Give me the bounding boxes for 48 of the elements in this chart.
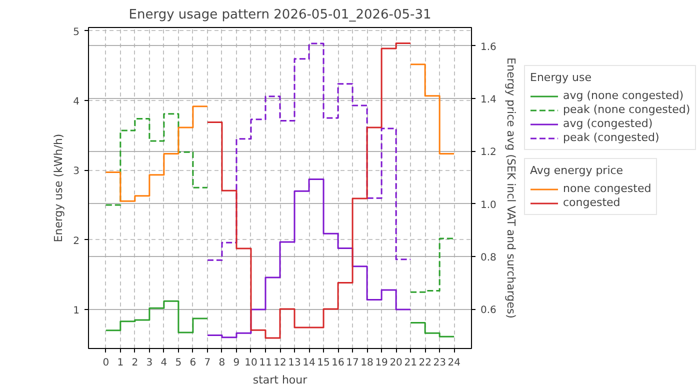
y2-tick-label: 1.6 bbox=[480, 42, 496, 53]
y-tick-label: 4 bbox=[73, 96, 80, 108]
y2-tick-label: 1.0 bbox=[480, 200, 496, 211]
y-tick-label: 1 bbox=[73, 306, 80, 317]
x-tick-label: 8 bbox=[218, 358, 226, 368]
x-tick-label: 6 bbox=[190, 358, 196, 368]
legend-label: peak (none congested) bbox=[563, 103, 690, 116]
legend-label: none congested bbox=[563, 182, 652, 195]
x-tick-label: 19 bbox=[375, 358, 388, 368]
y2-axis-title: Energy price avg (SEK incl VAT and surcharges) bbox=[504, 58, 518, 318]
x-tick-label: 21 bbox=[404, 358, 417, 368]
x-tick-label: 13 bbox=[288, 358, 301, 368]
x-tick-label: 5 bbox=[175, 358, 182, 368]
x-tick-label: 15 bbox=[317, 358, 330, 368]
x-tick-label: 2 bbox=[132, 358, 138, 368]
y-tick-label: 5 bbox=[73, 26, 80, 38]
x-tick-label: 16 bbox=[332, 358, 344, 368]
x-tick-label: 24 bbox=[448, 358, 460, 368]
y-tick-label: 2 bbox=[73, 236, 80, 247]
x-axis-title: start hour bbox=[252, 374, 308, 386]
x-tick-label: 0 bbox=[102, 358, 110, 368]
y2-tick-label: 1.2 bbox=[480, 147, 496, 158]
x-tick-label: 20 bbox=[390, 358, 402, 368]
legend-label: congested bbox=[563, 196, 620, 209]
text: Avg energy price bbox=[530, 164, 624, 177]
x-tick-label: 23 bbox=[433, 358, 446, 368]
x-tick-label: 4 bbox=[160, 358, 168, 368]
x-tick-label: 17 bbox=[346, 358, 359, 368]
chart-title: Energy usage pattern 2026-05-01_2026-05-31 bbox=[128, 8, 432, 22]
x-tick-label: 10 bbox=[244, 358, 258, 368]
x-tick-label: 22 bbox=[418, 358, 432, 368]
y2-tick-label: 0.8 bbox=[480, 252, 496, 264]
legend-label: avg (none congested) bbox=[563, 89, 684, 102]
x-tick-label: 14 bbox=[302, 358, 316, 368]
y2-tick-label: 0.6 bbox=[480, 305, 496, 316]
x-tick-label: 12 bbox=[274, 358, 286, 368]
y-tick-label: 3 bbox=[73, 166, 80, 178]
y-axis-title: Energy use (kWh/h) bbox=[52, 134, 66, 242]
x-tick-label: 9 bbox=[233, 358, 240, 368]
x-tick-label: 1 bbox=[117, 358, 124, 368]
x-tick-label: 11 bbox=[259, 358, 272, 368]
y2-tick-label: 1.4 bbox=[480, 94, 496, 106]
text: Energy use bbox=[530, 71, 592, 84]
x-tick-label: 18 bbox=[360, 358, 374, 368]
x-tick-label: 7 bbox=[204, 358, 211, 368]
x-tick-label: 3 bbox=[146, 358, 153, 368]
legend-label: avg (congested) bbox=[563, 117, 653, 130]
legend-label: peak (congested) bbox=[563, 131, 660, 144]
